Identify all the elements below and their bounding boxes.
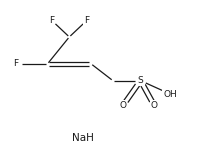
Text: S: S [138,76,144,85]
Text: OH: OH [163,90,177,99]
Text: O: O [119,101,126,110]
Text: NaH: NaH [72,133,94,143]
Text: F: F [85,16,90,25]
Text: F: F [13,59,18,68]
Text: F: F [49,16,54,25]
Text: O: O [151,101,158,110]
